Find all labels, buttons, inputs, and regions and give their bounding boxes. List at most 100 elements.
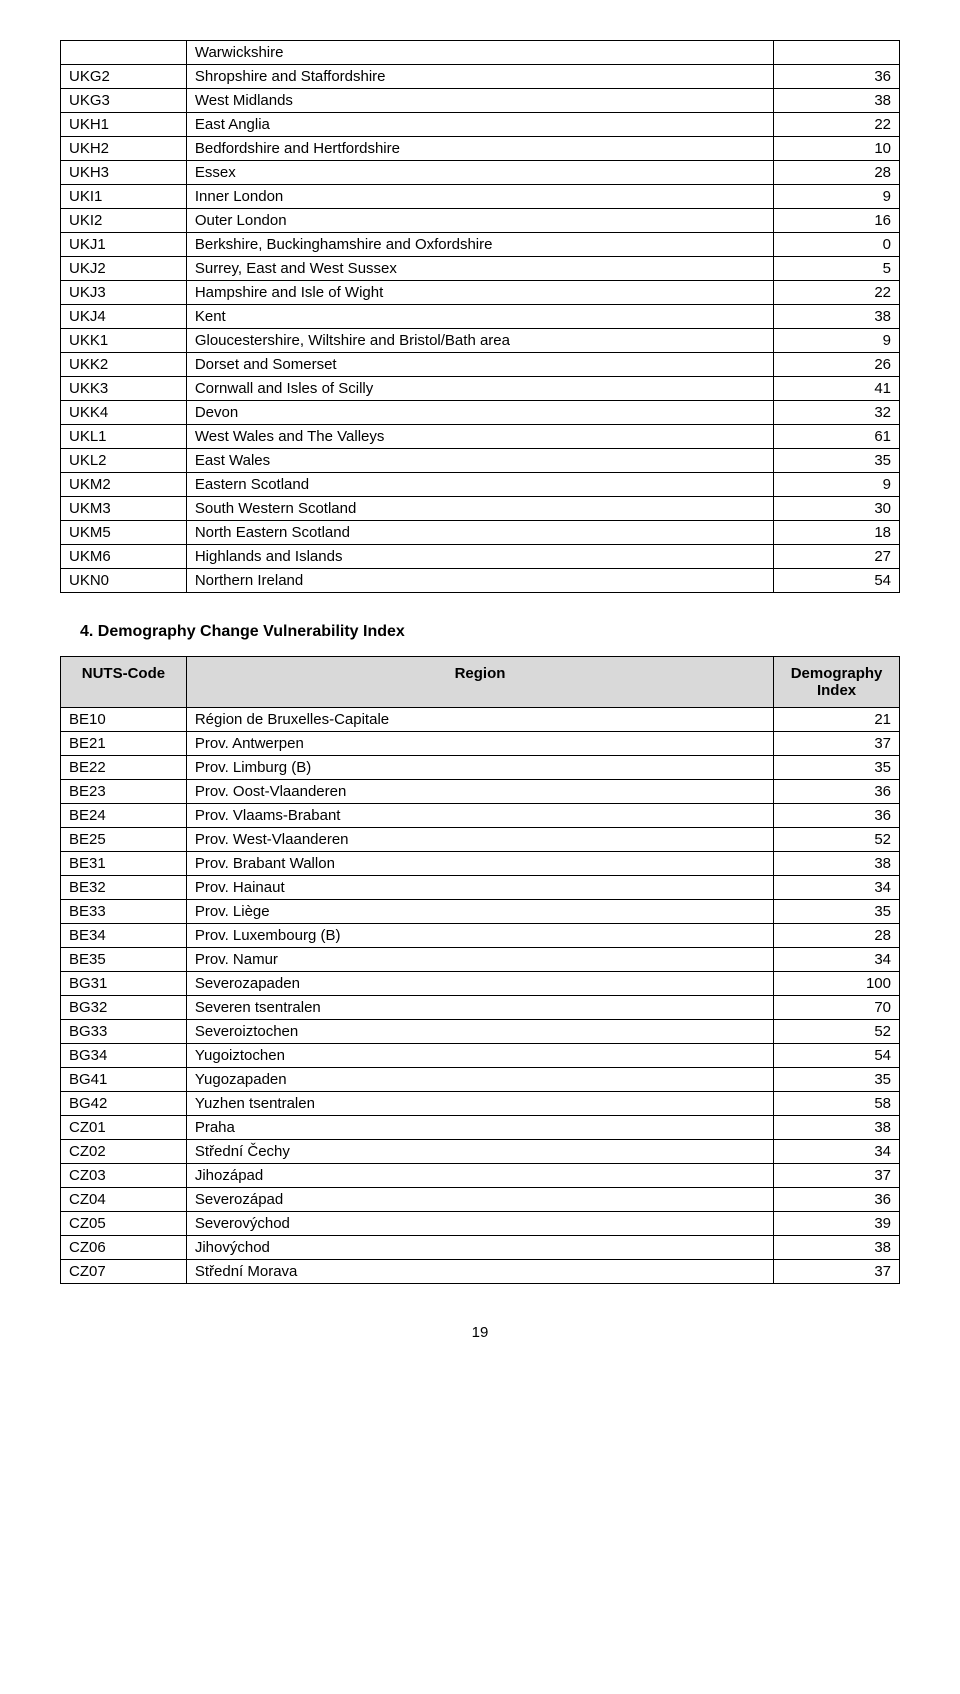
table-row: UKH1East Anglia22 [61, 113, 900, 137]
cell-region: Essex [186, 161, 773, 185]
cell-code: BG32 [61, 996, 187, 1020]
cell-region: Cornwall and Isles of Scilly [186, 377, 773, 401]
table-row: CZ04Severozápad36 [61, 1188, 900, 1212]
table-row: BG31Severozapaden100 [61, 972, 900, 996]
cell-value: 22 [774, 113, 900, 137]
cell-code: UKM5 [61, 521, 187, 545]
cell-region: Severozapaden [186, 972, 773, 996]
cell-region: Jihovýchod [186, 1236, 773, 1260]
cell-value: 35 [774, 449, 900, 473]
cell-region: Berkshire, Buckinghamshire and Oxfordshi… [186, 233, 773, 257]
cell-code: UKK1 [61, 329, 187, 353]
cell-value: 100 [774, 972, 900, 996]
cell-code: BG42 [61, 1092, 187, 1116]
table-row: BE25Prov. West-Vlaanderen52 [61, 828, 900, 852]
table-row: CZ02Střední Čechy34 [61, 1140, 900, 1164]
cell-code: UKN0 [61, 569, 187, 593]
cell-value [774, 41, 900, 65]
table-row: UKK4Devon32 [61, 401, 900, 425]
cell-code: BE32 [61, 876, 187, 900]
cell-region: Northern Ireland [186, 569, 773, 593]
cell-region: West Wales and The Valleys [186, 425, 773, 449]
section-title: 4. Demography Change Vulnerability Index [80, 623, 900, 641]
cell-value: 26 [774, 353, 900, 377]
cell-region: North Eastern Scotland [186, 521, 773, 545]
table-row: CZ01Praha38 [61, 1116, 900, 1140]
table-row: BE23Prov. Oost-Vlaanderen36 [61, 780, 900, 804]
cell-code: BE22 [61, 756, 187, 780]
cell-region: Střední Čechy [186, 1140, 773, 1164]
cell-value: 9 [774, 329, 900, 353]
table-row: CZ03Jihozápad37 [61, 1164, 900, 1188]
cell-code: UKI1 [61, 185, 187, 209]
table-row: BE10Région de Bruxelles-Capitale21 [61, 708, 900, 732]
cell-code: UKM6 [61, 545, 187, 569]
cell-region: Yuzhen tsentralen [186, 1092, 773, 1116]
cell-value: 16 [774, 209, 900, 233]
cell-region: Shropshire and Staffordshire [186, 65, 773, 89]
table-row: CZ06Jihovýchod38 [61, 1236, 900, 1260]
cell-code: UKJ1 [61, 233, 187, 257]
table-row: UKN0Northern Ireland54 [61, 569, 900, 593]
cell-value: 28 [774, 924, 900, 948]
table-row: UKM5North Eastern Scotland18 [61, 521, 900, 545]
cell-code: UKK2 [61, 353, 187, 377]
cell-value: 38 [774, 852, 900, 876]
table-row: BG32Severen tsentralen70 [61, 996, 900, 1020]
cell-code: BE31 [61, 852, 187, 876]
cell-region: Prov. Limburg (B) [186, 756, 773, 780]
cell-value: 28 [774, 161, 900, 185]
cell-region: Prov. Brabant Wallon [186, 852, 773, 876]
cell-region: Prov. Liège [186, 900, 773, 924]
cell-region: Inner London [186, 185, 773, 209]
cell-value: 70 [774, 996, 900, 1020]
cell-value: 22 [774, 281, 900, 305]
cell-region: Hampshire and Isle of Wight [186, 281, 773, 305]
cell-value: 38 [774, 89, 900, 113]
table-row: CZ05Severovýchod39 [61, 1212, 900, 1236]
cell-value: 34 [774, 948, 900, 972]
cell-code: UKH3 [61, 161, 187, 185]
cell-value: 38 [774, 1236, 900, 1260]
cell-value: 27 [774, 545, 900, 569]
cell-code: BG31 [61, 972, 187, 996]
cell-value: 36 [774, 1188, 900, 1212]
cell-region: Prov. West-Vlaanderen [186, 828, 773, 852]
cell-value: 34 [774, 1140, 900, 1164]
table-row: BG33Severoiztochen52 [61, 1020, 900, 1044]
cell-region: Warwickshire [186, 41, 773, 65]
table-row: UKK2Dorset and Somerset26 [61, 353, 900, 377]
cell-value: 9 [774, 473, 900, 497]
table-row: UKJ4Kent38 [61, 305, 900, 329]
cell-value: 18 [774, 521, 900, 545]
cell-region: Yugozapaden [186, 1068, 773, 1092]
cell-value: 36 [774, 780, 900, 804]
table-row: BG34Yugoiztochen54 [61, 1044, 900, 1068]
cell-region: Dorset and Somerset [186, 353, 773, 377]
cell-value: 35 [774, 756, 900, 780]
table-row: UKJ3Hampshire and Isle of Wight22 [61, 281, 900, 305]
cell-region: Yugoiztochen [186, 1044, 773, 1068]
table-row: BE21Prov. Antwerpen37 [61, 732, 900, 756]
cell-code: BE10 [61, 708, 187, 732]
cell-value: 36 [774, 65, 900, 89]
table-row: BG41Yugozapaden35 [61, 1068, 900, 1092]
cell-code: UKI2 [61, 209, 187, 233]
cell-value: 52 [774, 828, 900, 852]
cell-value: 36 [774, 804, 900, 828]
cell-value: 37 [774, 1164, 900, 1188]
cell-code: BE35 [61, 948, 187, 972]
cell-value: 35 [774, 900, 900, 924]
table-row: BE35Prov. Namur34 [61, 948, 900, 972]
table-row: UKM3South Western Scotland30 [61, 497, 900, 521]
cell-code: UKL2 [61, 449, 187, 473]
cell-value: 38 [774, 305, 900, 329]
cell-value: 32 [774, 401, 900, 425]
page-number: 19 [60, 1324, 900, 1341]
table-row: UKI2Outer London16 [61, 209, 900, 233]
cell-region: Kent [186, 305, 773, 329]
header-nuts-code: NUTS-Code [61, 657, 187, 708]
cell-region: Highlands and Islands [186, 545, 773, 569]
cell-code: CZ01 [61, 1116, 187, 1140]
cell-code: UKJ3 [61, 281, 187, 305]
